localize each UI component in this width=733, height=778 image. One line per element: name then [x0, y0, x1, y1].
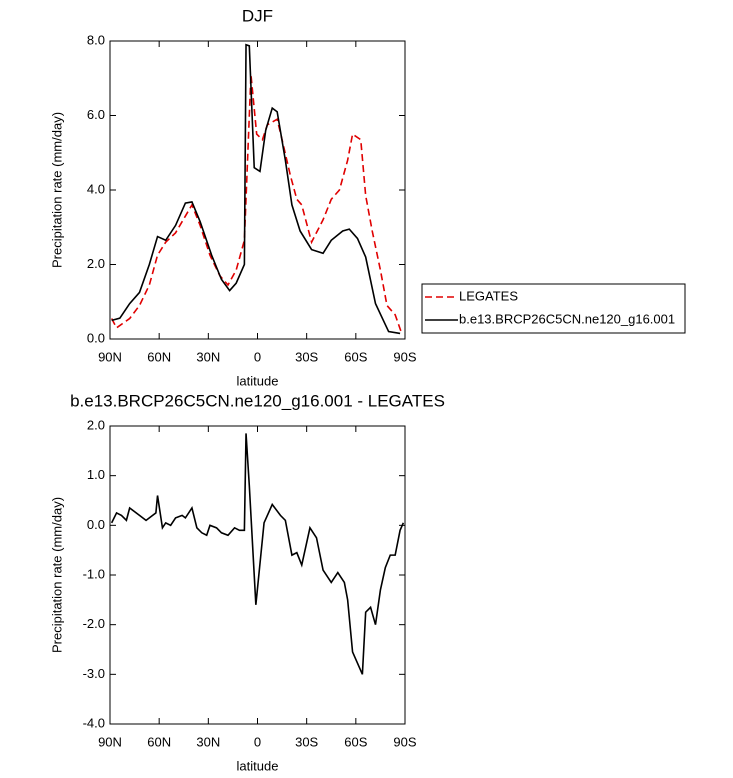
- legend-label: b.e13.BRCP26C5CN.ne120_g16.001: [459, 311, 675, 326]
- legend-box: [421, 283, 686, 334]
- chart-title: DJF: [242, 6, 273, 25]
- y-tick-label: -1.0: [83, 566, 105, 581]
- x-axis-label: latitude: [237, 758, 279, 773]
- x-tick-label: 0: [254, 734, 261, 749]
- y-tick-label: 2.0: [87, 417, 105, 432]
- y-tick-label: 6.0: [87, 107, 105, 122]
- legend-label: LEGATES: [459, 288, 518, 303]
- y-tick-label: 0.0: [87, 517, 105, 532]
- y-tick-label: 2.0: [87, 256, 105, 271]
- plot-frame: [109, 40, 406, 340]
- x-tick-label: 60N: [147, 734, 171, 749]
- y-tick-label: 8.0: [87, 32, 105, 47]
- x-tick-label: 0: [254, 349, 261, 364]
- data-line: [111, 43, 401, 335]
- x-tick-label: 60N: [147, 349, 171, 364]
- x-tick-label: 30N: [196, 734, 220, 749]
- y-tick-label: 1.0: [87, 467, 105, 482]
- y-tick-label: -2.0: [83, 616, 105, 631]
- y-tick-label: 0.0: [87, 330, 105, 345]
- x-tick-label: 60S: [344, 734, 367, 749]
- x-tick-label: 90S: [393, 734, 416, 749]
- plot-frame: [109, 425, 406, 725]
- x-tick-label: 60S: [344, 349, 367, 364]
- x-tick-label: 30S: [295, 349, 318, 364]
- x-tick-label: 90S: [393, 349, 416, 364]
- y-axis-label: Precipitation rate (mm/day): [49, 112, 64, 268]
- data-line: [110, 433, 405, 675]
- x-tick-label: 90N: [98, 349, 122, 364]
- data-line: [110, 74, 403, 334]
- y-tick-label: -4.0: [83, 715, 105, 730]
- y-tick-label: -3.0: [83, 666, 105, 681]
- y-tick-label: 4.0: [87, 181, 105, 196]
- x-tick-label: 30S: [295, 734, 318, 749]
- chart-title: b.e13.BRCP26C5CN.ne120_g16.001 - LEGATES: [70, 391, 445, 410]
- x-tick-label: 30N: [196, 349, 220, 364]
- x-axis-label: latitude: [237, 373, 279, 388]
- y-axis-label: Precipitation rate (mm/day): [49, 497, 64, 653]
- x-tick-label: 90N: [98, 734, 122, 749]
